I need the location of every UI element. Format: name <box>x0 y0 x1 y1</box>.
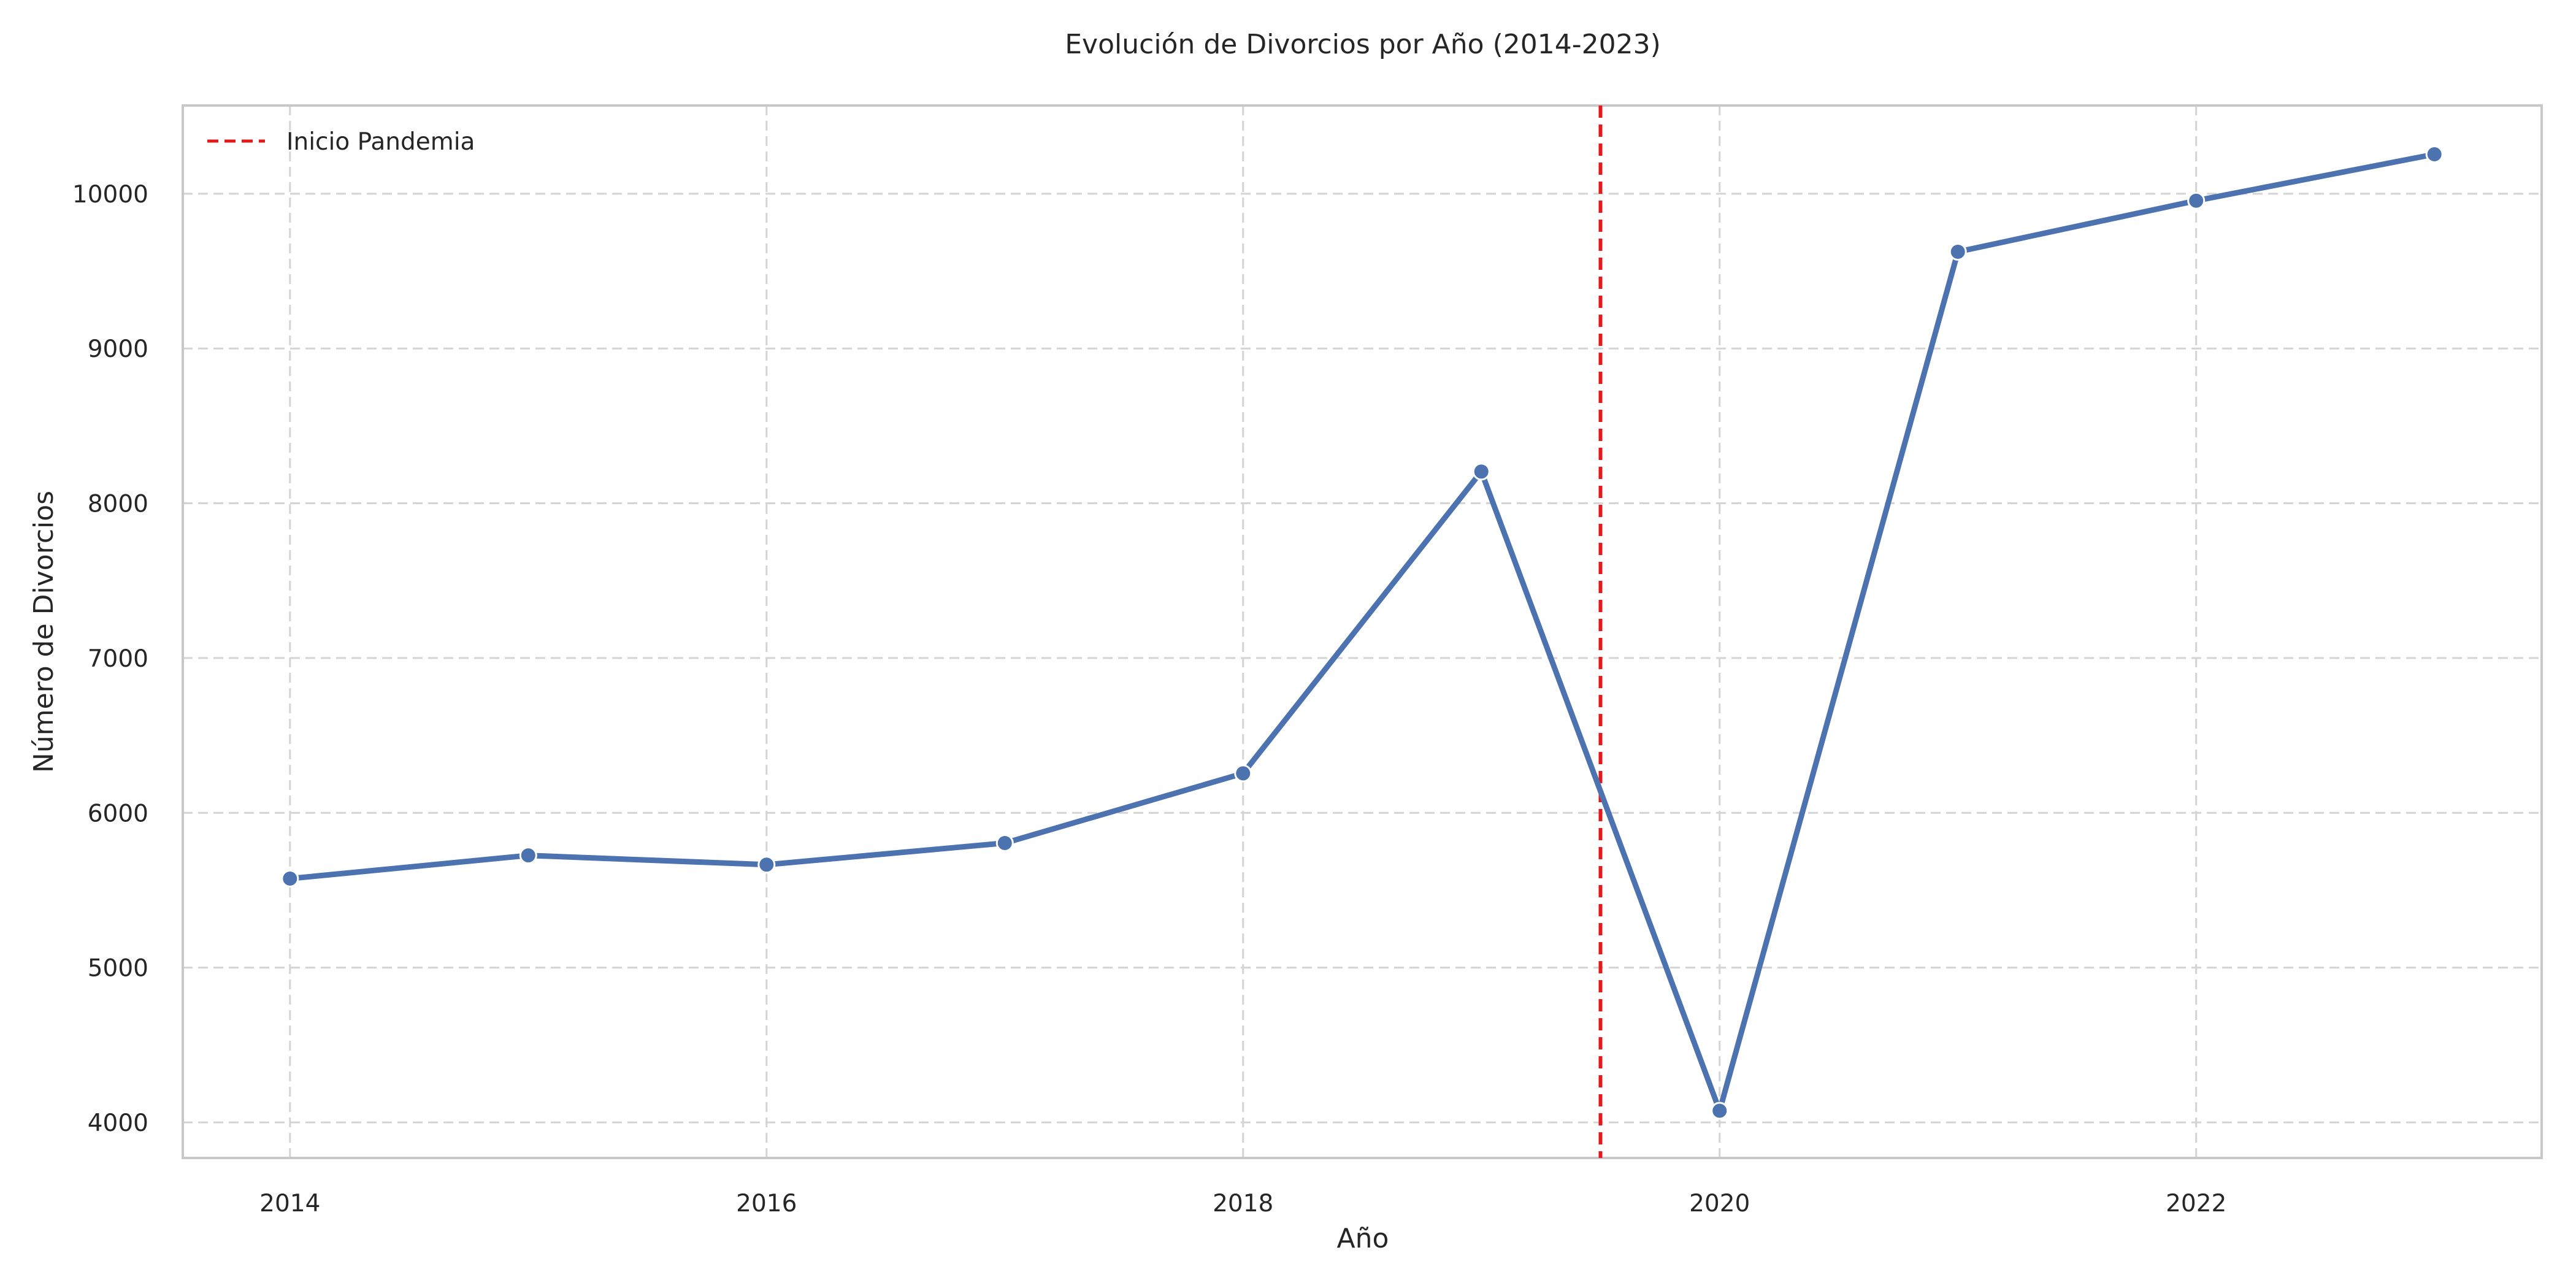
chart-title: Evolución de Divorcios por Año (2014-202… <box>1065 29 1660 60</box>
y-axis-ticks: 4000 5000 6000 7000 8000 9000 10000 <box>72 181 148 1137</box>
x-axis-ticks: 2014 2016 2018 2020 2022 <box>259 1190 2226 1217</box>
horizontal-grid-lines <box>183 193 2542 1124</box>
legend: Inicio Pandemia <box>207 128 475 156</box>
x-tick-label-2018: 2018 <box>1213 1190 1273 1217</box>
x-axis-label: Año <box>1337 1223 1389 1254</box>
y-tick-label-7000: 7000 <box>88 645 148 673</box>
y-tick-label-5000: 5000 <box>88 955 148 983</box>
x-tick-label-2016: 2016 <box>736 1190 797 1217</box>
legend-label-inicio-pandemia: Inicio Pandemia <box>286 128 475 156</box>
data-point-2022 <box>2187 191 2206 210</box>
plot-frame <box>182 104 2543 1159</box>
data-point-2018 <box>1234 764 1252 783</box>
data-point-2021 <box>1949 242 1967 261</box>
data-point-2017 <box>995 834 1014 852</box>
x-tick-label-2020: 2020 <box>1689 1190 1750 1217</box>
y-tick-label-9000: 9000 <box>88 335 148 363</box>
y-tick-label-4000: 4000 <box>88 1110 148 1137</box>
data-point-2020 <box>1711 1102 1729 1120</box>
data-point-2019 <box>1472 462 1490 481</box>
vertical-grid-lines <box>289 105 2198 1158</box>
x-tick-label-2014: 2014 <box>259 1190 320 1217</box>
y-tick-label-10000: 10000 <box>72 181 148 209</box>
data-point-2016 <box>757 856 776 874</box>
series-line-0 <box>287 151 2437 1114</box>
y-tick-label-6000: 6000 <box>88 800 148 827</box>
x-tick-label-2022: 2022 <box>2166 1190 2226 1217</box>
y-axis-label: Número de Divorcios <box>28 491 59 773</box>
data-point-2023 <box>2425 145 2444 163</box>
data-point-2014 <box>281 870 299 888</box>
y-tick-label-8000: 8000 <box>88 491 148 518</box>
series-group <box>281 145 2444 1120</box>
data-point-2015 <box>519 846 537 865</box>
